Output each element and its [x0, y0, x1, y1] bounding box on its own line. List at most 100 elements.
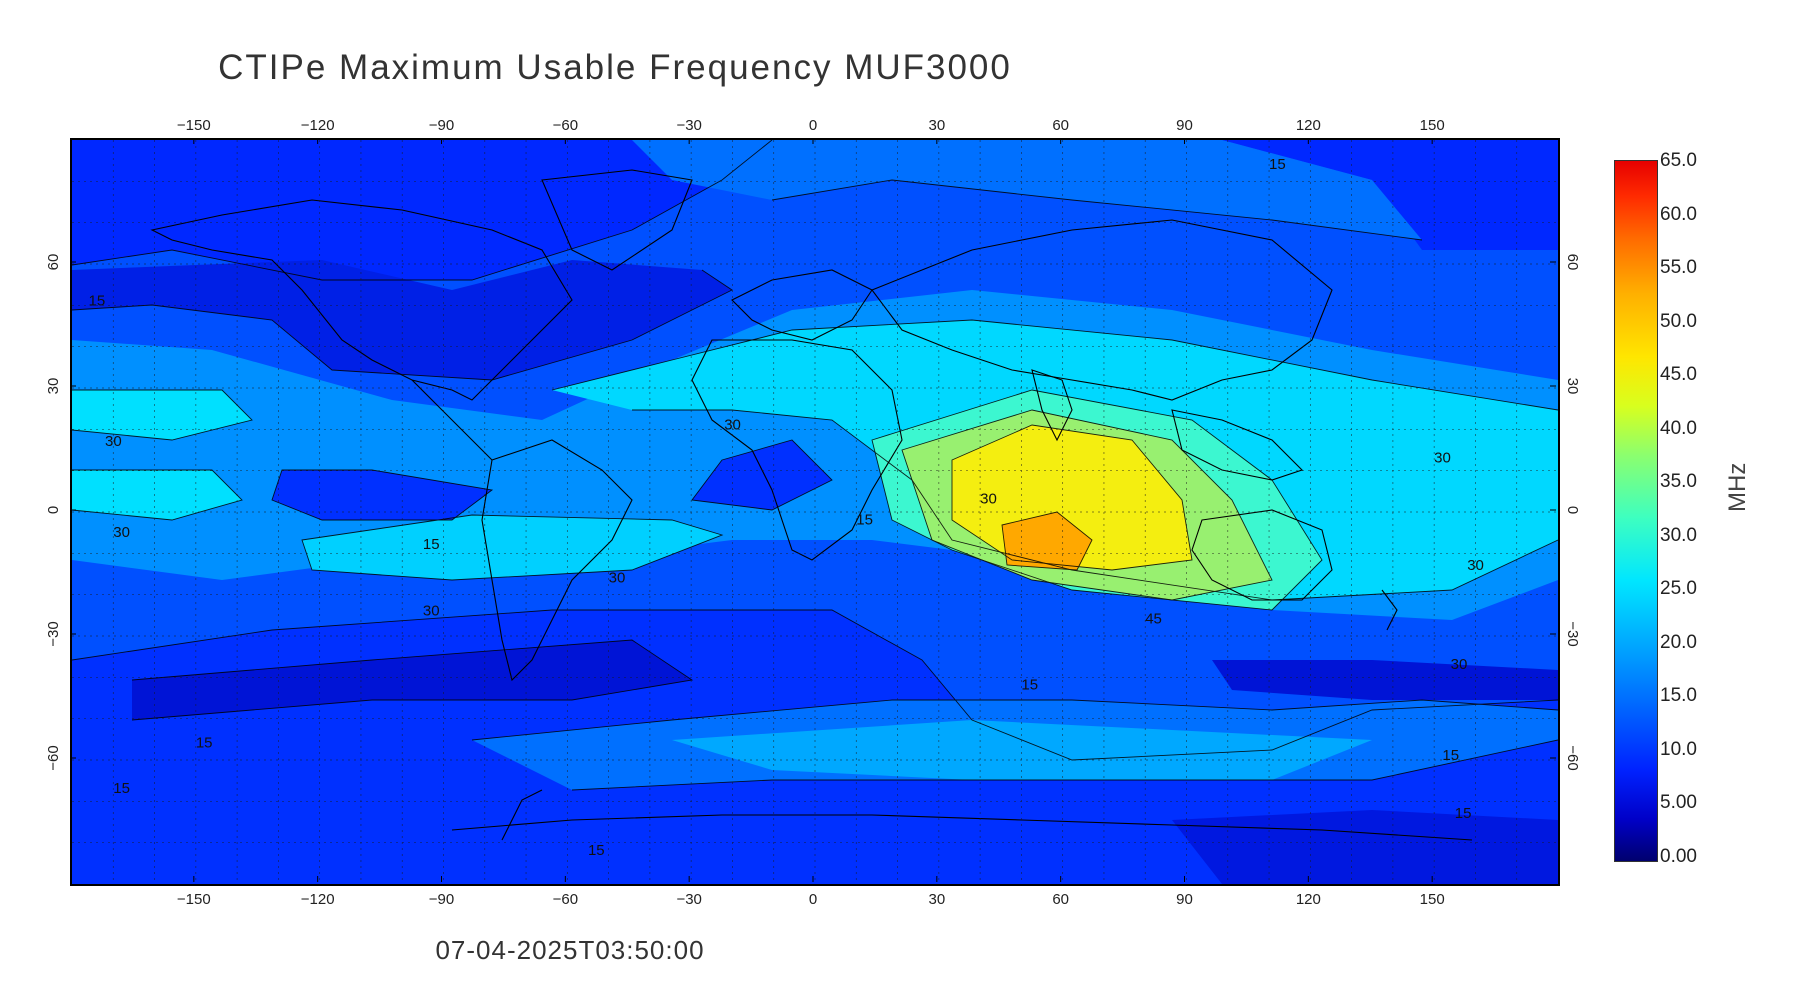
lat-tick-right: −30: [1564, 621, 1581, 646]
contour-label: 15: [1455, 805, 1472, 822]
lon-tick-top: 120: [1296, 117, 1321, 134]
lon-tick-bottom: 120: [1296, 891, 1321, 908]
colorbar-tick: 10.0: [1660, 738, 1697, 760]
contour-south: [72, 609, 1558, 761]
contour-label: 15: [1442, 747, 1459, 764]
lon-tick-bottom: 30: [928, 891, 945, 908]
colorbar-tick: 30.0: [1660, 524, 1697, 546]
contour-label: 30: [609, 569, 626, 586]
contour-label: 15: [113, 780, 130, 797]
lat-tick-left: 0: [45, 506, 62, 514]
contour-label: 30: [113, 524, 130, 541]
colorbar-tick: 0.00: [1660, 846, 1697, 867]
coast-australia: [1191, 509, 1333, 601]
coast-europe: [731, 269, 873, 341]
map-title: CTIPe Maximum Usable Frequency MUF3000: [218, 48, 1012, 87]
muf-map: 15 30 30 15 30 30 15 15 15 15 30 30 45 15 30 30 30 15 15 15: [70, 138, 1560, 886]
colorbar-tick: 20.0: [1660, 631, 1697, 653]
coast-greenland: [541, 169, 693, 271]
lon-tick-top: −120: [301, 117, 335, 134]
lon-tick-top: 60: [1052, 117, 1069, 134]
field-southern-light: [672, 720, 1372, 780]
lat-tick-right: −60: [1564, 745, 1581, 770]
colorbar-tick: 60.0: [1660, 203, 1697, 225]
lat-tick-right: 30: [1564, 378, 1581, 395]
colorbar: [1614, 160, 1658, 862]
field-satl-cyan: [302, 515, 722, 580]
lon-tick-top: 0: [809, 117, 817, 134]
coast-india: [1031, 369, 1073, 442]
contour-label: 15: [1021, 677, 1038, 694]
colorbar-tick: 5.00: [1660, 792, 1697, 814]
contour-subtrop-s: [632, 409, 1558, 601]
colorbar-tick: 50.0: [1660, 310, 1697, 332]
contour-io-4: [1001, 511, 1093, 571]
contour-label: 15: [196, 735, 213, 752]
lon-tick-top: 150: [1420, 117, 1445, 134]
coast-north-america: [150, 199, 573, 401]
coast-central-america: [411, 379, 493, 461]
lon-tick-top: −60: [553, 117, 578, 134]
contour-label: 15: [89, 292, 106, 309]
colorbar-unit: MHz: [1724, 462, 1751, 512]
lat-tick-right: 60: [1564, 254, 1581, 271]
lon-tick-bottom: −150: [177, 891, 211, 908]
colorbar-tick: 15.0: [1660, 685, 1697, 707]
contour-label: 30: [105, 433, 122, 450]
field-equ-dark: [272, 470, 492, 520]
coast-antarctic-peninsula: [501, 789, 543, 841]
colorbar-tick: 40.0: [1660, 417, 1697, 439]
contour-south-deep: [131, 639, 694, 721]
contour-label: 15: [1269, 156, 1286, 173]
field-africa-dark: [692, 440, 832, 510]
contour-io-1: [871, 389, 1323, 611]
contour-southern: [471, 699, 1558, 741]
lon-tick-top: −150: [177, 117, 211, 134]
field-pacific-cyan-2: [72, 470, 242, 520]
lon-tick-bottom: 150: [1420, 891, 1445, 908]
contour-label: 30: [980, 491, 997, 508]
coast-seasia: [1171, 409, 1304, 481]
contour-north: [72, 140, 773, 281]
coast-antarctica: [451, 814, 1473, 841]
contour-label: 15: [423, 536, 440, 553]
contour-pac-1: [72, 389, 253, 441]
coast-asia: [871, 219, 1333, 401]
contour-na: [72, 269, 733, 381]
contour-label: 30: [1434, 449, 1451, 466]
lon-tick-top: 90: [1176, 117, 1193, 134]
coast-nz: [1381, 589, 1398, 631]
coast-africa: [691, 339, 903, 561]
lon-tick-bottom: −30: [676, 891, 701, 908]
colorbar-tick: 45.0: [1660, 364, 1697, 386]
contour-north-2: [771, 179, 1423, 241]
contour-label: 30: [1467, 557, 1484, 574]
field-io-orange: [1002, 512, 1092, 570]
contour-southern-2: [571, 739, 1558, 791]
lat-tick-left: 60: [45, 254, 62, 271]
contour-afr: [691, 439, 833, 511]
lon-tick-bottom: 0: [809, 891, 817, 908]
contour-subtrop: [551, 319, 1558, 411]
contour-pac-2: [72, 469, 243, 521]
contour-label: 45: [1145, 611, 1162, 628]
lat-tick-right: 0: [1564, 506, 1581, 514]
lon-tick-bottom: −120: [301, 891, 335, 908]
timestamp: 07-04-2025T03:50:00: [435, 935, 705, 965]
colorbar-tick: 35.0: [1660, 471, 1697, 493]
lon-tick-bottom: −60: [553, 891, 578, 908]
contour-label: 30: [423, 602, 440, 619]
lon-tick-top: 30: [928, 117, 945, 134]
contour-label: 30: [1451, 656, 1468, 673]
lat-tick-left: −60: [45, 745, 62, 770]
lon-tick-bottom: 60: [1052, 891, 1069, 908]
colorbar-tick: 65.0: [1660, 150, 1697, 171]
contour-label: 15: [588, 842, 605, 859]
coast-south-america: [481, 439, 633, 682]
colorbar-tick: 25.0: [1660, 578, 1697, 600]
contour-satl: [301, 514, 724, 581]
contour-io-2: [901, 409, 1273, 601]
lat-tick-left: −30: [45, 621, 62, 646]
lon-tick-top: −90: [429, 117, 454, 134]
lon-tick-bottom: −90: [429, 891, 454, 908]
